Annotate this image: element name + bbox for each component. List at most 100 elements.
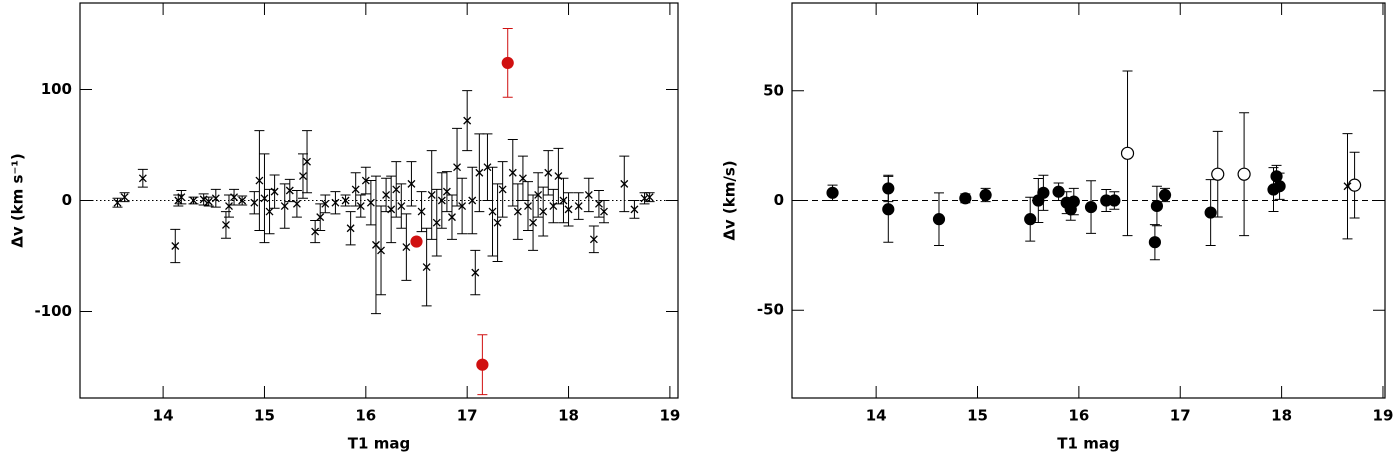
marker-filled — [1037, 186, 1050, 199]
marker-x — [463, 116, 472, 125]
marker-x — [292, 199, 301, 208]
marker-x — [346, 224, 355, 233]
marker-filled — [1084, 200, 1098, 214]
x-tick-label: 18 — [558, 407, 579, 425]
marker-x — [518, 174, 527, 183]
x-tick-label: 19 — [659, 407, 680, 425]
marker-filled — [1204, 206, 1217, 219]
marker-x — [204, 197, 213, 206]
marker-x — [402, 243, 411, 252]
marker-x — [392, 185, 401, 194]
marker-x — [331, 198, 340, 207]
marker-x — [361, 176, 370, 185]
marker-x — [238, 196, 247, 205]
marker-x — [260, 194, 269, 203]
marker-x — [138, 174, 147, 183]
marker-filled — [1024, 213, 1037, 226]
marker-filled — [501, 56, 514, 70]
marker-x — [417, 207, 426, 216]
marker-x — [594, 199, 603, 208]
y-axis-label: Δv (km s⁻¹) — [9, 153, 27, 248]
marker-x — [645, 193, 654, 202]
marker-filled — [959, 192, 972, 205]
x-tick-label: 17 — [457, 407, 478, 425]
marker-x — [265, 207, 274, 216]
x-tick-label: 19 — [1373, 407, 1394, 425]
marker-x — [448, 213, 456, 222]
marker-x — [407, 179, 416, 188]
x-tick-label: 17 — [1170, 407, 1191, 425]
marker-filled — [1158, 188, 1172, 202]
marker-x — [564, 205, 573, 214]
y-tick-label: -100 — [34, 302, 72, 320]
x-tick-label: 14 — [153, 407, 174, 425]
marker-x — [299, 172, 307, 181]
marker-x — [211, 194, 220, 203]
y-axis-label: Δv (km/s) — [721, 160, 739, 240]
marker-x — [488, 207, 497, 216]
marker-filled — [410, 235, 423, 248]
y-tick-label: -50 — [757, 301, 784, 319]
marker-x — [559, 196, 568, 205]
y-tick-label: 0 — [774, 191, 784, 209]
y-tick-label: 50 — [763, 81, 784, 99]
marker-x — [493, 218, 502, 227]
marker-x — [498, 185, 507, 194]
marker-x — [189, 196, 198, 205]
marker-x — [316, 213, 325, 222]
marker-filled — [826, 186, 839, 199]
marker-filled — [1150, 199, 1164, 213]
marker-x — [221, 220, 230, 229]
marker-x — [387, 205, 396, 214]
x-axis-label: T1 mag — [1057, 435, 1119, 453]
marker-x — [230, 193, 239, 202]
marker-x — [620, 179, 629, 188]
marker-x — [427, 190, 436, 199]
marker-x — [113, 198, 122, 207]
marker-x — [1343, 182, 1352, 191]
marker-x — [600, 207, 608, 216]
marker-filled — [1108, 194, 1121, 207]
marker-x — [574, 202, 583, 211]
marker-x — [356, 202, 365, 211]
marker-filled — [1148, 236, 1161, 249]
marker-x — [544, 168, 553, 177]
marker-x — [468, 196, 477, 205]
marker-x — [589, 235, 598, 244]
x-tick-label: 18 — [1271, 407, 1292, 425]
marker-x — [285, 186, 294, 195]
marker-x — [377, 246, 385, 255]
marker-x — [584, 190, 593, 199]
marker-x — [534, 190, 543, 199]
x-tick-label: 15 — [254, 407, 275, 425]
marker-x — [382, 190, 391, 199]
x-tick-label: 16 — [1068, 407, 1089, 425]
marker-x — [351, 185, 360, 194]
marker-open — [1120, 146, 1135, 160]
marker-x — [508, 168, 517, 177]
marker-x — [341, 196, 350, 205]
marker-x — [177, 193, 186, 202]
marker-x — [513, 207, 522, 216]
marker-x — [475, 168, 484, 177]
marker-x — [458, 202, 467, 211]
marker-x — [442, 187, 451, 196]
marker-x — [397, 202, 406, 211]
marker-x — [303, 157, 311, 166]
marker-x — [422, 263, 431, 272]
marker-filled — [1273, 180, 1286, 193]
marker-x — [630, 205, 639, 214]
marker-x — [171, 242, 180, 250]
x-axis-label: T1 mag — [348, 435, 410, 453]
marker-x — [280, 202, 289, 211]
marker-x — [255, 176, 264, 185]
marker-x — [539, 207, 548, 216]
marker-x — [120, 193, 129, 202]
y-tick-label: 100 — [41, 80, 72, 98]
x-tick-label: 16 — [355, 407, 376, 425]
marker-x — [366, 198, 375, 207]
marker-x — [321, 199, 330, 208]
marker-filled — [1067, 195, 1080, 208]
x-tick-label: 15 — [967, 407, 988, 425]
